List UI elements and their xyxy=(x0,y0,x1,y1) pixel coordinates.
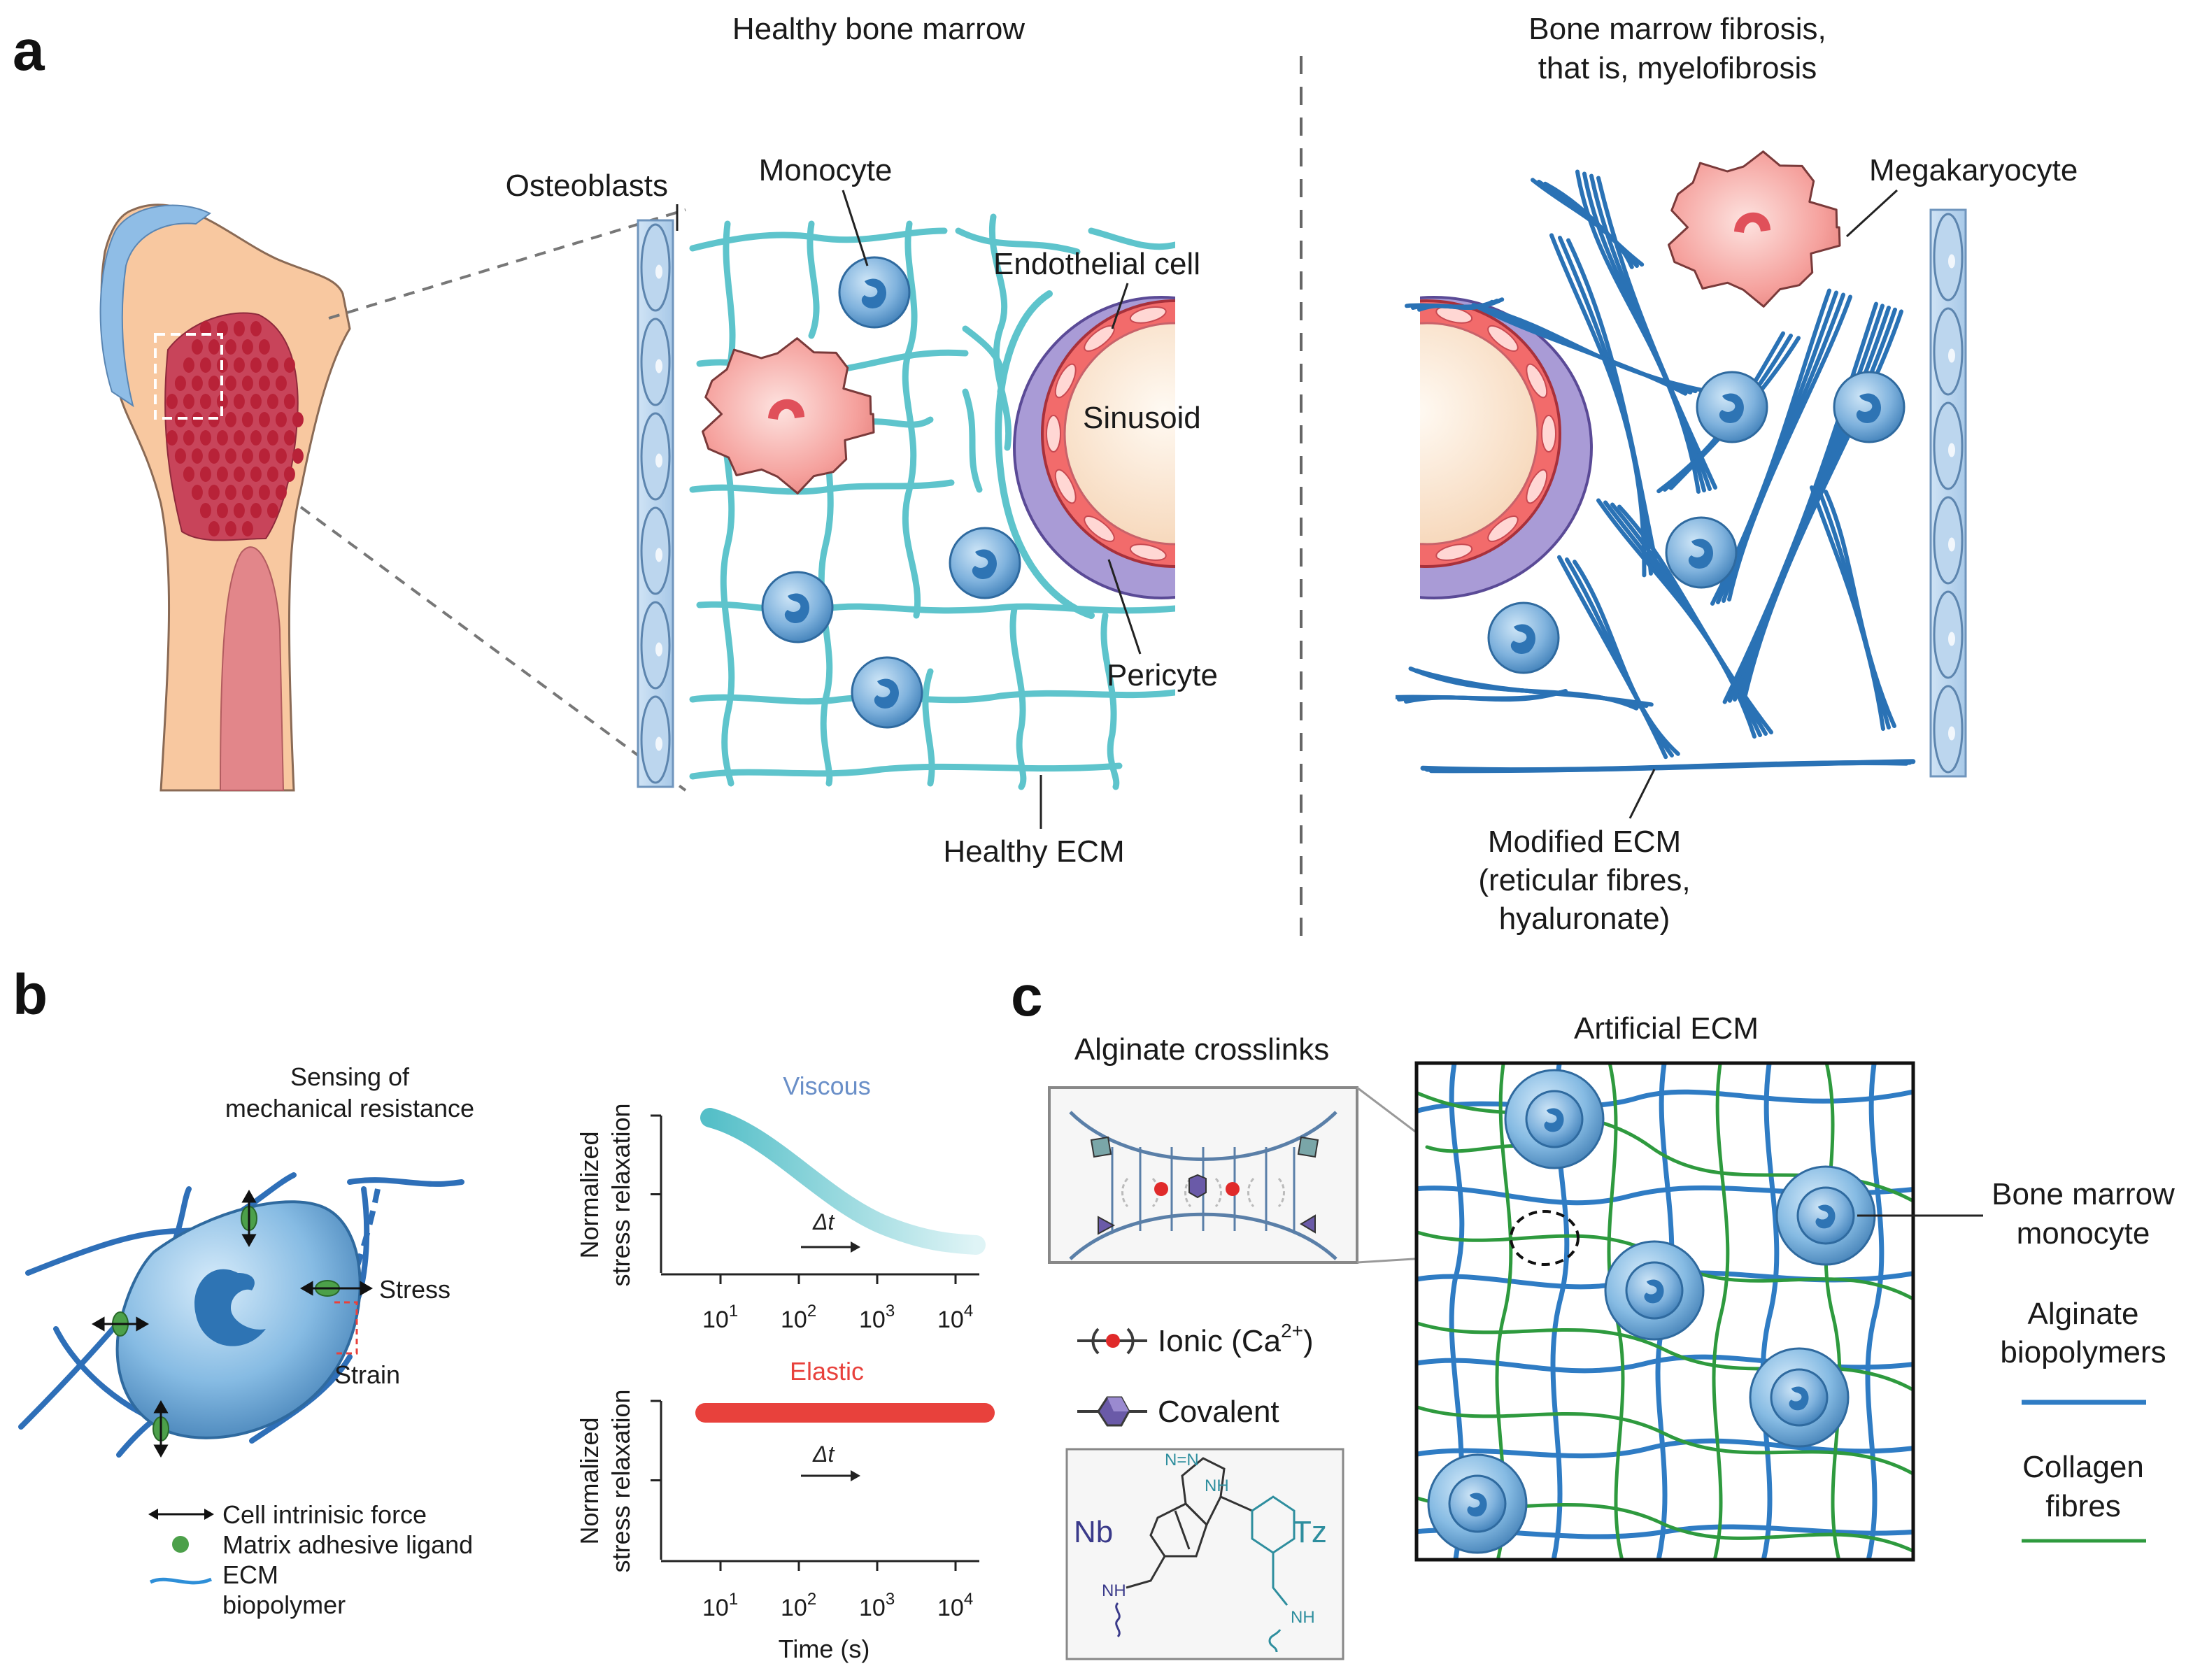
panel-c-letter: c xyxy=(1011,964,1043,1028)
panel-b-legend: Cell intrinisic force Matrix adhesive li… xyxy=(148,1500,473,1619)
monocyte xyxy=(1665,516,1738,589)
elastic-ylabel-line1: Normalized xyxy=(575,1417,604,1544)
elastic-ylabel-line2: stress relaxation xyxy=(606,1389,635,1572)
legend-force: Cell intrinisic force xyxy=(222,1500,427,1529)
elastic-title: Elastic xyxy=(790,1357,864,1386)
modified-ecm-label-line2: (reticular fibres, xyxy=(1478,863,1690,897)
alginate-label-line2: biopolymers xyxy=(2000,1335,2166,1369)
monocyte xyxy=(838,256,911,329)
structure-nn-label: N=N xyxy=(1165,1451,1199,1469)
legend-ligand: Matrix adhesive ligand xyxy=(222,1530,473,1559)
structure-nh-label-left: NH xyxy=(1102,1581,1126,1600)
monocytes-fibrosis xyxy=(1487,371,1905,674)
monocyte xyxy=(1696,371,1768,443)
nb-label: Nb xyxy=(1074,1515,1113,1549)
monocyte xyxy=(1525,1090,1584,1148)
fibrosis-bone-marrow-illustration: Bone marrow fibrosis, that is, myelofibr… xyxy=(1396,12,2078,936)
viscous-delta: Δt xyxy=(812,1209,835,1234)
alginate-label-line1: Alginate xyxy=(2027,1297,2138,1331)
artificial-ecm-monocyte xyxy=(1604,1240,1705,1341)
structure-nh-label-top: NH xyxy=(1205,1476,1229,1495)
monocyte xyxy=(851,656,923,729)
megakaryocyte-right xyxy=(1668,150,1841,308)
ionic-prefix: Ionic (Ca xyxy=(1158,1324,1282,1358)
bone-illustration xyxy=(99,204,687,792)
monocyte xyxy=(949,527,1021,599)
megakaryocyte-label: Megakaryocyte xyxy=(1869,153,2078,187)
viscous-curve xyxy=(700,1108,986,1255)
modified-ecm-fibres xyxy=(1396,169,1916,774)
modified-ecm-label-line1: Modified ECM xyxy=(1488,825,1681,859)
healthy-title: Healthy bone marrow xyxy=(732,12,1025,46)
elastic-tick-1: 101 xyxy=(702,1590,738,1621)
strain-label: Strain xyxy=(334,1360,400,1389)
elastic-delta: Δt xyxy=(812,1441,835,1467)
collagen-label-line1: Collagen xyxy=(2022,1450,2144,1484)
viscous-ylabel-line1: Normalized xyxy=(575,1131,604,1258)
elastic-tick-2: 102 xyxy=(781,1590,816,1621)
monocyte xyxy=(1770,1368,1829,1427)
stress-label: Stress xyxy=(379,1275,450,1304)
fibrosis-title-line1: Bone marrow fibrosis, xyxy=(1528,12,1826,46)
tz-label: Tz xyxy=(1293,1515,1327,1549)
ionic-suffix: ) xyxy=(1303,1324,1314,1358)
sensing-label-line2: mechanical resistance xyxy=(225,1094,474,1123)
artificial-ecm-monocyte xyxy=(1504,1069,1605,1169)
cell-sensing-illustration: Sensing of mechanical resistance xyxy=(18,1062,474,1619)
structure-nh-label-right: NH xyxy=(1291,1608,1315,1627)
pericyte-label: Pericyte xyxy=(1107,658,1218,692)
alginate-crosslinks-inset: Alginate crosslinks Ionic (Ca2+) Covalen… xyxy=(1048,1032,1529,1660)
ionic-sup: 2+ xyxy=(1281,1320,1303,1341)
legend-ecm-line1: ECM xyxy=(222,1560,278,1589)
viscous-tick-1: 101 xyxy=(702,1302,738,1333)
monocyte xyxy=(1625,1261,1684,1320)
viscous-title: Viscous xyxy=(783,1072,870,1100)
sinusoid-right xyxy=(1420,296,1593,599)
monocyte xyxy=(1487,601,1560,674)
monocytes-healthy xyxy=(761,256,1021,729)
osteoblast-layer-right xyxy=(1929,208,1967,778)
monocyte xyxy=(1448,1474,1507,1533)
sinusoid-left xyxy=(1013,296,1175,599)
monocyte xyxy=(1833,371,1905,443)
viscous-tick-4: 104 xyxy=(937,1302,973,1333)
fibrosis-title-line2: that is, myelofibrosis xyxy=(1538,51,1817,85)
endothelial-cell-label: Endothelial cell xyxy=(993,247,1200,281)
artificial-ecm-monocyte xyxy=(1775,1165,1876,1266)
alginate-crosslinks-title: Alginate crosslinks xyxy=(1074,1032,1329,1067)
healthy-ecm-label: Healthy ECM xyxy=(943,834,1124,869)
viscous-ylabel-line2: stress relaxation xyxy=(606,1103,635,1286)
collagen-label-line2: fibres xyxy=(2045,1489,2121,1523)
monocyte xyxy=(1796,1186,1855,1245)
healthy-bone-marrow-illustration: Healthy bone marrow Osteoblasts Monocyte… xyxy=(506,12,1218,869)
ionic-label: Ionic (Ca2+) xyxy=(1158,1320,1314,1358)
osteoblasts-label: Osteoblasts xyxy=(506,169,668,203)
viscous-tick-2: 102 xyxy=(781,1302,816,1333)
panel-b-letter: b xyxy=(13,963,48,1027)
artificial-ecm-monocyte xyxy=(1749,1347,1850,1448)
elastic-tick-4: 104 xyxy=(937,1590,973,1621)
artificial-ecm-illustration: Artificial ECM Bone marrow monocyte Algi… xyxy=(1414,1011,2175,1562)
monocyte-label: Monocyte xyxy=(759,153,893,187)
monocyte xyxy=(761,571,834,643)
elastic-tick-3: 103 xyxy=(859,1590,895,1621)
sensing-label-line1: Sensing of xyxy=(290,1062,410,1091)
megakaryocyte-left xyxy=(702,337,875,494)
artificial-ecm-monocyte xyxy=(1427,1453,1528,1554)
artificial-ecm-title: Artificial ECM xyxy=(1574,1011,1759,1046)
legend-ecm-line2: biopolymer xyxy=(222,1590,346,1619)
modified-ecm-label-line3: hyaluronate) xyxy=(1499,902,1670,936)
bone-marrow-monocyte-line1: Bone marrow xyxy=(1992,1177,2175,1211)
viscous-tick-3: 103 xyxy=(859,1302,895,1333)
covalent-label: Covalent xyxy=(1158,1395,1279,1429)
sinusoid-label: Sinusoid xyxy=(1083,401,1201,435)
osteoblast-layer-left xyxy=(637,219,674,788)
click-chemistry-structure xyxy=(1065,1448,1344,1660)
bone-marrow-monocyte-line2: monocyte xyxy=(2017,1216,2150,1251)
panel-a-letter: a xyxy=(13,19,45,83)
time-axis-label: Time (s) xyxy=(779,1635,870,1663)
